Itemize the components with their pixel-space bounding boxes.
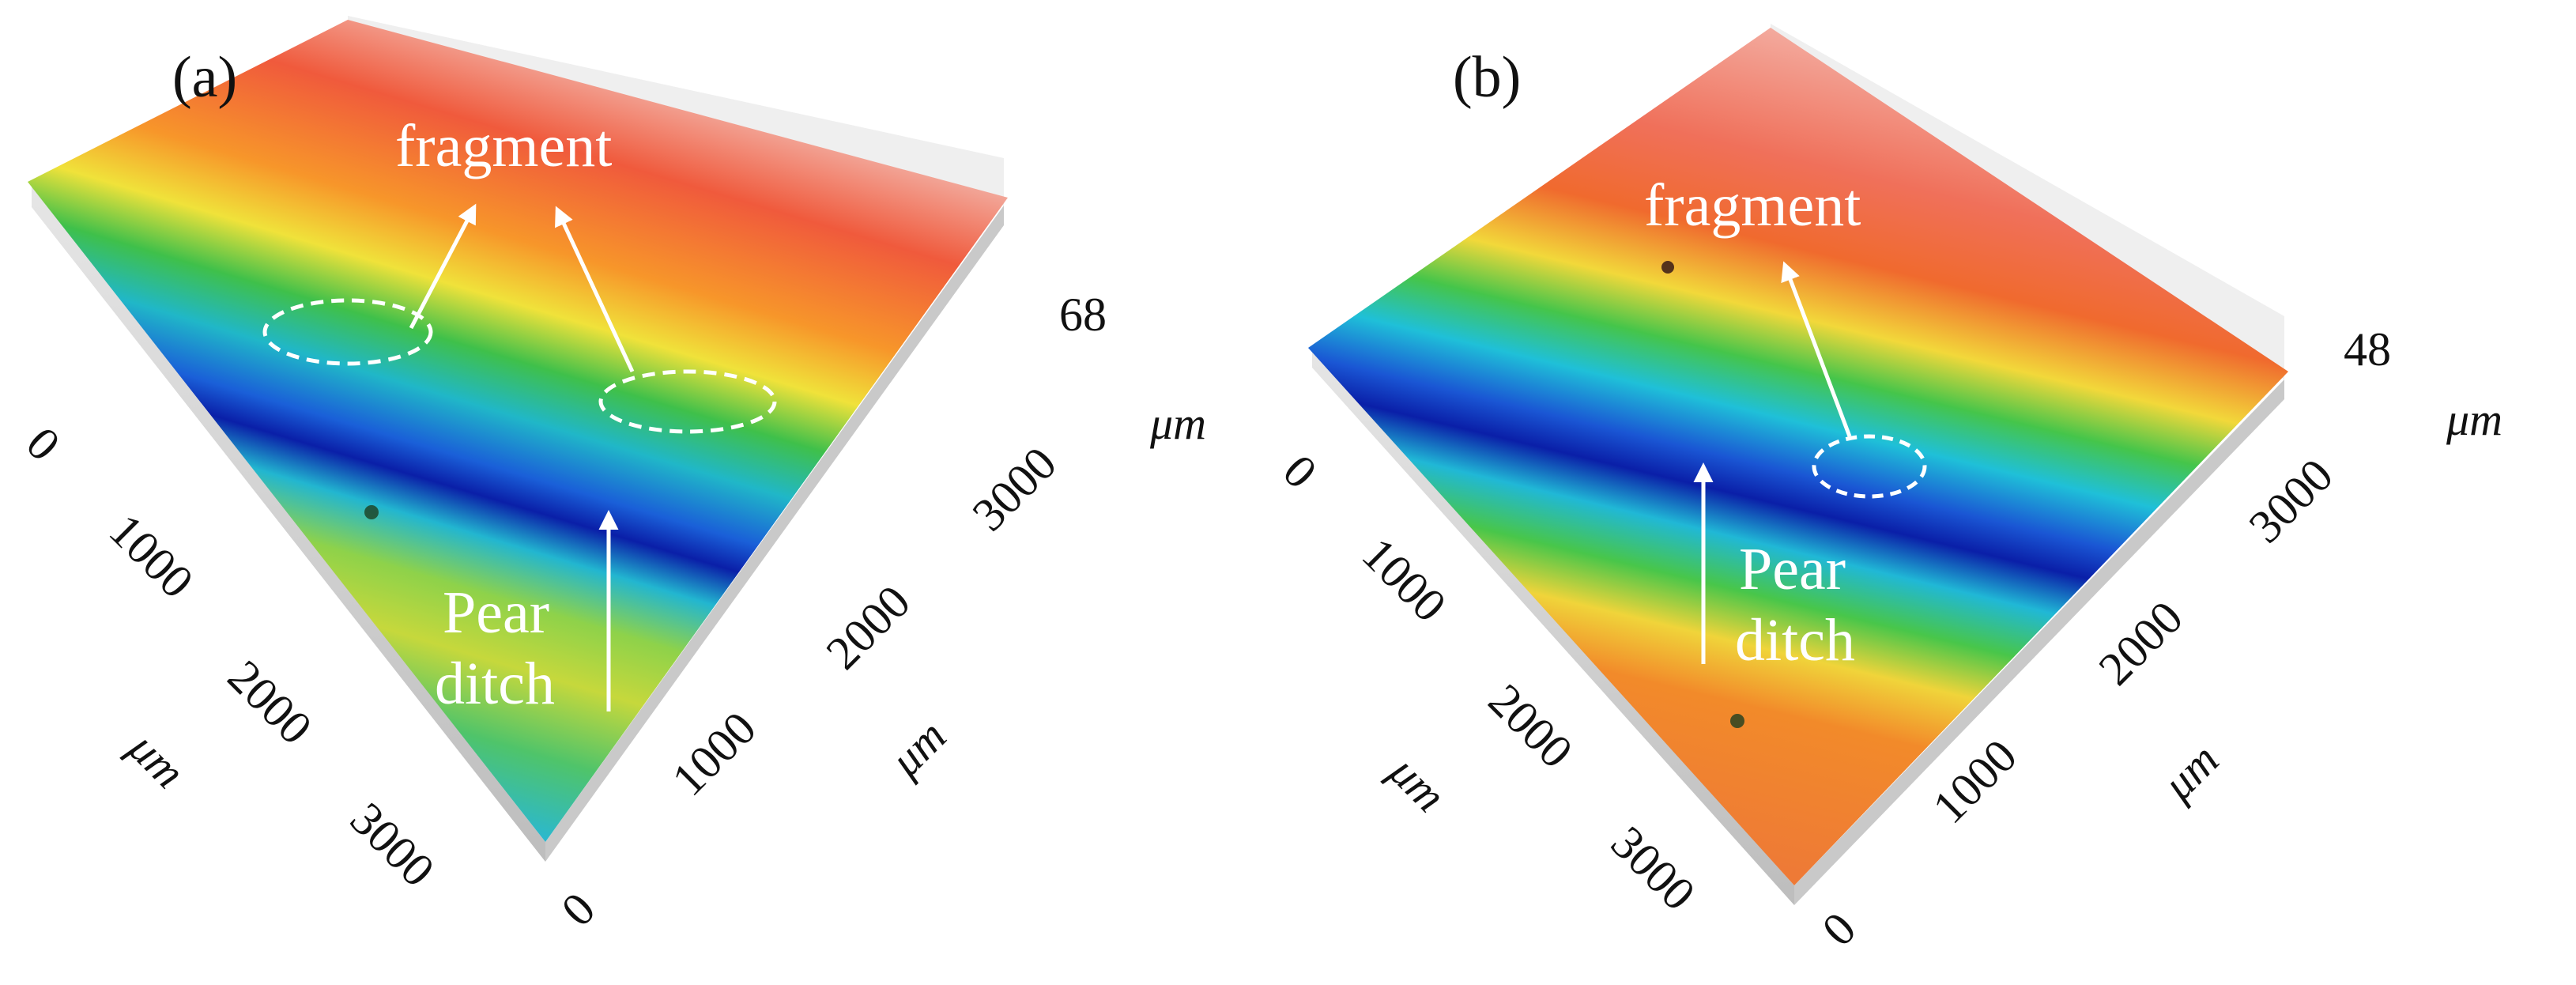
panel-a-left-unit: μm [119,722,195,798]
panel-a-right-unit: μm [880,710,956,787]
panel-b-ditch-label: ditch [1735,607,1855,674]
panel-b-right-tick-0: 0 [1812,902,1866,956]
panel-b-fragment-circle [1812,434,1927,499]
panel-b-zunit: μm [2446,394,2502,445]
panel-b-left-tick-0: 0 [1273,445,1327,499]
panel-b-right-tick-3000: 3000 [2239,449,2344,553]
panel-b: (b) fragment Pear ditch 48 μm 0 1000 200… [1273,24,2502,956]
panel-a-label: (a) [172,45,237,110]
panel-a-left-tick-1000: 1000 [100,504,204,609]
panel-b-left-tick-1000: 1000 [1352,528,1457,632]
panel-a-left-tick-2000: 2000 [218,651,322,755]
panel-a-fragment-circle-2 [598,369,777,434]
panel-a-fragment-arrow-2 [555,206,635,373]
panel-b-zmax: 48 [2344,323,2391,376]
panel-a-right-tick-3000: 3000 [963,437,1067,542]
panel-b-pit-2 [1730,714,1744,728]
panel-a-left-wall [32,186,545,862]
panel-b-pit-1 [1661,261,1674,274]
panel-b-surface [1308,28,2288,885]
panel-b-left-tick-3000: 3000 [1601,817,1706,921]
panel-a-fragment-circle-1 [262,298,433,366]
panel-a-pear-label: Pear [443,579,549,646]
panel-a-left-tick-3000: 3000 [341,793,445,897]
panel-a-right-tick-0: 0 [552,882,605,936]
panel-b-label: (b) [1453,45,1521,110]
panel-b-right-wall [1794,379,2284,905]
panel-a-zunit: μm [1149,398,1206,449]
panel-a-fragment-label: fragment [395,113,612,179]
panel-b-left-unit: μm [1379,745,1456,822]
panel-b-fragment-arrow [1781,261,1852,437]
panel-a-left-tick-0: 0 [17,417,70,471]
panel-b-right-tick-2000: 2000 [2089,591,2193,696]
panel-a-surface [28,20,1008,842]
panel-a-zmax: 68 [1059,289,1107,341]
panel-b-pear-label: Pear [1739,536,1846,602]
panel-a-right-tick-1000: 1000 [662,702,767,806]
panel-a-right-wall [545,206,1004,862]
panel-a-right-tick-2000: 2000 [817,576,921,680]
panel-b-left-wall [1312,348,1794,905]
panel-b-left-tick-2000: 2000 [1479,674,1583,779]
panel-b-fragment-label: fragment [1644,172,1861,239]
panel-b-right-unit: μm [2152,734,2229,810]
panel-a: (a) fragment Pear ditch 68 μm 0 1000 200… [17,16,1206,936]
panel-a-fragment-arrow-1 [409,203,477,330]
panel-a-ditch-label: ditch [435,651,555,717]
panel-a-pit [364,505,379,519]
